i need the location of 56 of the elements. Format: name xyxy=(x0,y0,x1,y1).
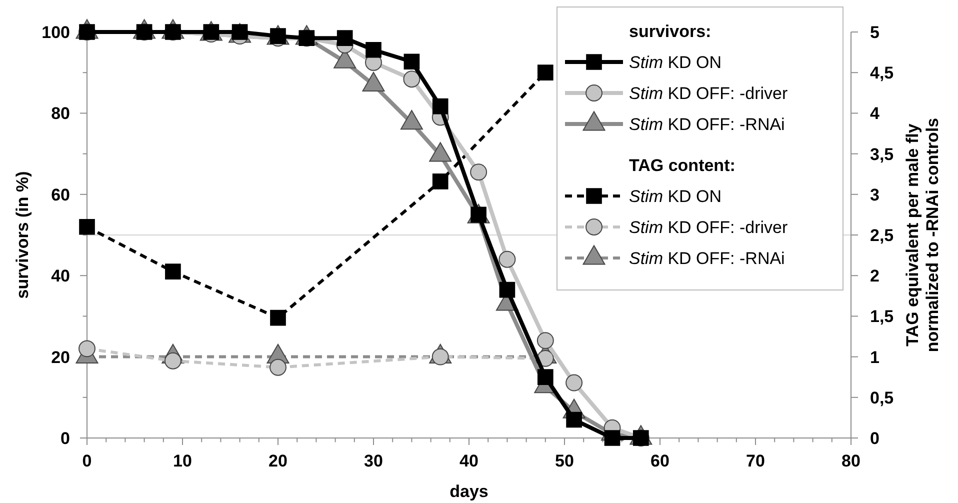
y2-axis-title: TAG equivalent per male fly normalized to -RNAi controls xyxy=(903,118,942,352)
legend-label: Stim KD ON xyxy=(629,53,722,72)
point xyxy=(498,250,516,268)
y2-tick-label: 4 xyxy=(870,104,880,124)
legend-title: survivors: xyxy=(629,22,712,41)
point xyxy=(366,42,382,58)
y2-tick-label: 2 xyxy=(870,266,880,286)
point xyxy=(499,282,516,298)
x-tick-label: 0 xyxy=(82,451,92,470)
point xyxy=(470,164,488,181)
y-tick-label: 20 xyxy=(51,348,70,367)
point xyxy=(566,374,583,392)
point xyxy=(78,340,96,358)
y2-tick-label: 3 xyxy=(870,185,880,204)
point xyxy=(165,264,181,280)
x-tick-label: 40 xyxy=(460,451,478,470)
point xyxy=(566,412,582,428)
x-tick-label: 80 xyxy=(842,451,860,470)
y-tick-label: 40 xyxy=(51,266,70,286)
x-axis-title: days xyxy=(450,482,488,501)
y2-tick-label: 4,5 xyxy=(870,64,894,83)
y-tick-label: 0 xyxy=(60,428,70,448)
point xyxy=(270,358,286,376)
point xyxy=(336,30,353,46)
point xyxy=(537,64,554,81)
y-axis-title: survivors (in %) xyxy=(13,171,32,299)
x-tick-label: 10 xyxy=(173,451,192,470)
y2-tick-label: 1,5 xyxy=(870,307,894,326)
legend-label: Stim KD OFF: -RNAi xyxy=(629,249,785,268)
point xyxy=(537,369,554,386)
annotation: TAG content: xyxy=(629,156,736,175)
point xyxy=(432,98,448,114)
x-tick-label: 30 xyxy=(364,451,383,470)
x-tick-label: 50 xyxy=(555,451,574,470)
y2-tick-label: 2,5 xyxy=(870,226,894,245)
legend-label: Stim KD ON xyxy=(629,187,722,206)
y2-tick-label: 1 xyxy=(870,348,880,367)
y-tick-label: 100 xyxy=(42,22,70,42)
legend-label: Stim KD OFF: -RNAi xyxy=(629,115,785,134)
x-tick-label: 20 xyxy=(268,451,288,470)
y2-tick-label: 0,5 xyxy=(870,388,894,408)
point xyxy=(270,310,286,326)
y-tick-label: 60 xyxy=(51,185,70,204)
x-tick-label: 60 xyxy=(650,451,670,470)
y2-tick-label: 5 xyxy=(870,22,880,42)
y-tick-label: 80 xyxy=(51,104,70,124)
legend-label: Stim KD OFF: -driver xyxy=(629,218,788,237)
point xyxy=(604,430,620,446)
y2-tick-label: 0 xyxy=(870,428,880,448)
point xyxy=(404,54,420,70)
point xyxy=(432,173,448,190)
point xyxy=(403,70,420,88)
y2-tick-label: 3,5 xyxy=(870,144,894,164)
point xyxy=(79,218,95,235)
x-tick-label: 70 xyxy=(746,451,765,470)
legend-label: Stim KD OFF: -driver xyxy=(629,84,788,103)
